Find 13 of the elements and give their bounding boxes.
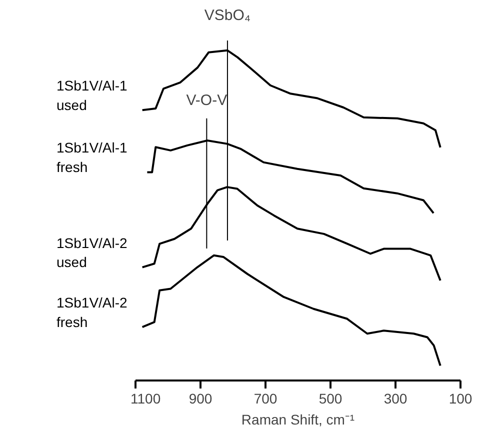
x-tick-label: 900	[188, 390, 212, 406]
series-label: 1Sb1V/Al-2 used	[56, 234, 128, 270]
series-label: 1Sb1V/Al-1 used	[56, 78, 128, 113]
ref-line-label: V-O-V	[186, 92, 228, 110]
x-tick-label: 1100	[130, 390, 161, 406]
ref-line-label: VSbO₄	[204, 6, 251, 24]
x-tick-label: 300	[384, 390, 408, 406]
series-label: 1Sb1V/Al-1 fresh	[56, 140, 128, 175]
x-tick-label: 100	[448, 390, 472, 406]
x-tick-label: 700	[254, 390, 278, 406]
x-tick-label: 500	[318, 390, 342, 406]
series-label: 1Sb1V/Al-2 fresh	[56, 294, 128, 330]
x-axis-title: Raman Shift, cm⁻¹	[241, 412, 355, 428]
